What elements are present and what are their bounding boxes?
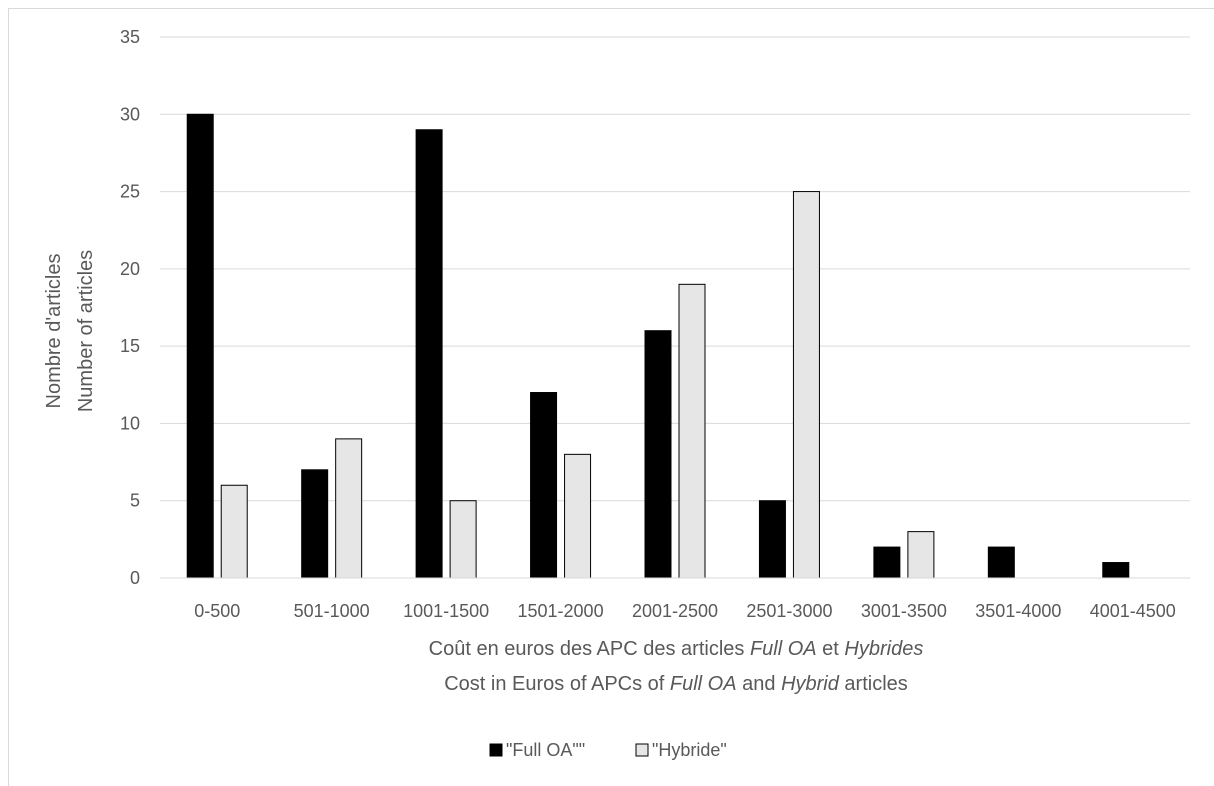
y-tick-label: 10	[120, 413, 140, 433]
x-axis-title-line2: Cost in Euros of APCs of Full OA and Hyb…	[444, 673, 908, 695]
y-tick-label: 30	[120, 104, 140, 124]
y-tick-label: 5	[130, 491, 140, 511]
x-tick-label: 3501-4000	[975, 601, 1061, 621]
x-tick-label: 501-1000	[294, 601, 370, 621]
bar	[873, 546, 901, 579]
y-tick-label: 15	[120, 336, 140, 356]
legend-swatch	[489, 743, 503, 757]
y-axis-title-line2: Number of articles	[75, 250, 97, 412]
bar	[449, 500, 477, 579]
legend-label: "Full OA""	[506, 740, 585, 760]
x-tick-label: 1501-2000	[518, 601, 604, 621]
bar	[530, 392, 558, 579]
bar	[335, 438, 363, 579]
legend: "Full OA"" "Hybride"	[489, 740, 727, 760]
bar	[1102, 562, 1130, 579]
bar	[301, 469, 329, 579]
x-tick-label: 3001-3500	[861, 601, 947, 621]
bar	[678, 283, 706, 579]
x-tick-label: 4001-4500	[1090, 601, 1176, 621]
bar	[644, 330, 672, 579]
x-axis-ticks: 0-500 501-1000 1001-1500 1501-2000 2001-2500…	[194, 601, 1176, 621]
y-axis-title-line1: Nombre d'articles	[43, 254, 65, 409]
chart-frame	[8, 8, 1214, 786]
legend-swatch	[635, 743, 649, 757]
x-tick-label: 1001-1500	[403, 601, 489, 621]
y-axis-ticks: 0 5 10 15 20 25 30 35	[120, 27, 140, 588]
y-tick-label: 35	[120, 27, 140, 47]
bar	[987, 546, 1015, 579]
legend-label: "Hybride"	[652, 740, 727, 760]
x-tick-label: 2501-3000	[746, 601, 832, 621]
bar	[186, 113, 214, 579]
x-tick-label: 0-500	[194, 601, 240, 621]
gridlines	[160, 36, 1190, 502]
x-axis-title-line1: Coût en euros des APC des articles Full …	[429, 638, 924, 660]
bar	[758, 500, 786, 579]
bar	[907, 531, 935, 579]
y-tick-label: 20	[120, 259, 140, 279]
x-tick-label: 2001-2500	[632, 601, 718, 621]
bar	[415, 129, 443, 579]
bar	[792, 191, 820, 579]
y-tick-label: 25	[120, 182, 140, 202]
bars	[186, 113, 1130, 579]
y-tick-label: 0	[130, 568, 140, 588]
bar	[564, 453, 592, 579]
bar	[220, 484, 248, 579]
